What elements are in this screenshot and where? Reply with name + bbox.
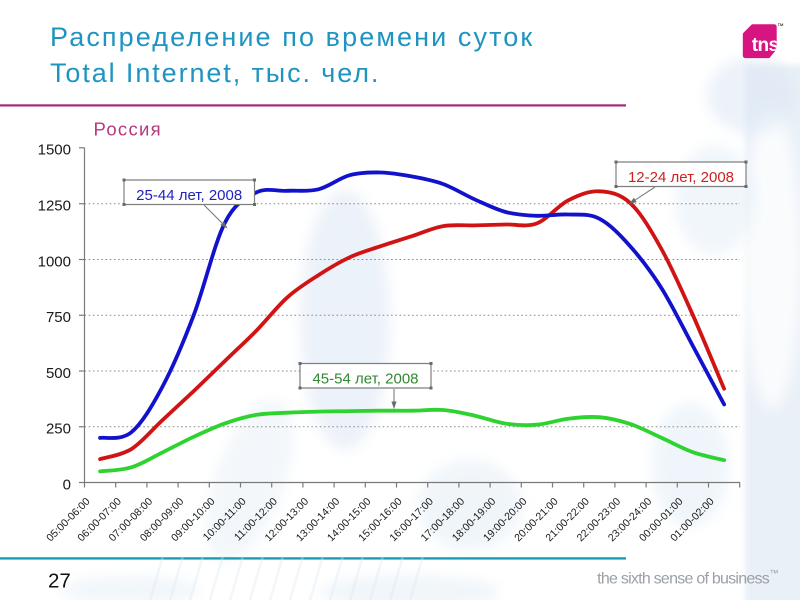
svg-text:tns: tns bbox=[752, 35, 779, 56]
svg-text:1500: 1500 bbox=[38, 142, 71, 159]
svg-text:0: 0 bbox=[63, 476, 71, 493]
svg-text:1250: 1250 bbox=[38, 198, 71, 215]
svg-text:Россия: Россия bbox=[94, 119, 162, 140]
svg-text:750: 750 bbox=[46, 309, 71, 326]
svg-text:12-24 лет, 2008: 12-24 лет, 2008 bbox=[628, 169, 734, 186]
svg-text:the sixth sense of business: the sixth sense of business bbox=[597, 571, 770, 588]
svg-text:™: ™ bbox=[777, 23, 784, 30]
svg-text:1000: 1000 bbox=[38, 253, 71, 270]
svg-text:500: 500 bbox=[46, 365, 71, 382]
svg-text:Total Internet, тыс. чел.: Total Internet, тыс. чел. bbox=[50, 58, 380, 88]
svg-text:™: ™ bbox=[770, 568, 779, 578]
svg-text:27: 27 bbox=[48, 570, 71, 593]
svg-text:250: 250 bbox=[46, 421, 71, 438]
svg-text:25-44 лет, 2008: 25-44 лет, 2008 bbox=[136, 187, 242, 204]
svg-text:Распределение по времени суток: Распределение по времени суток bbox=[50, 22, 534, 52]
svg-text:45-54 лет, 2008: 45-54 лет, 2008 bbox=[312, 371, 418, 388]
